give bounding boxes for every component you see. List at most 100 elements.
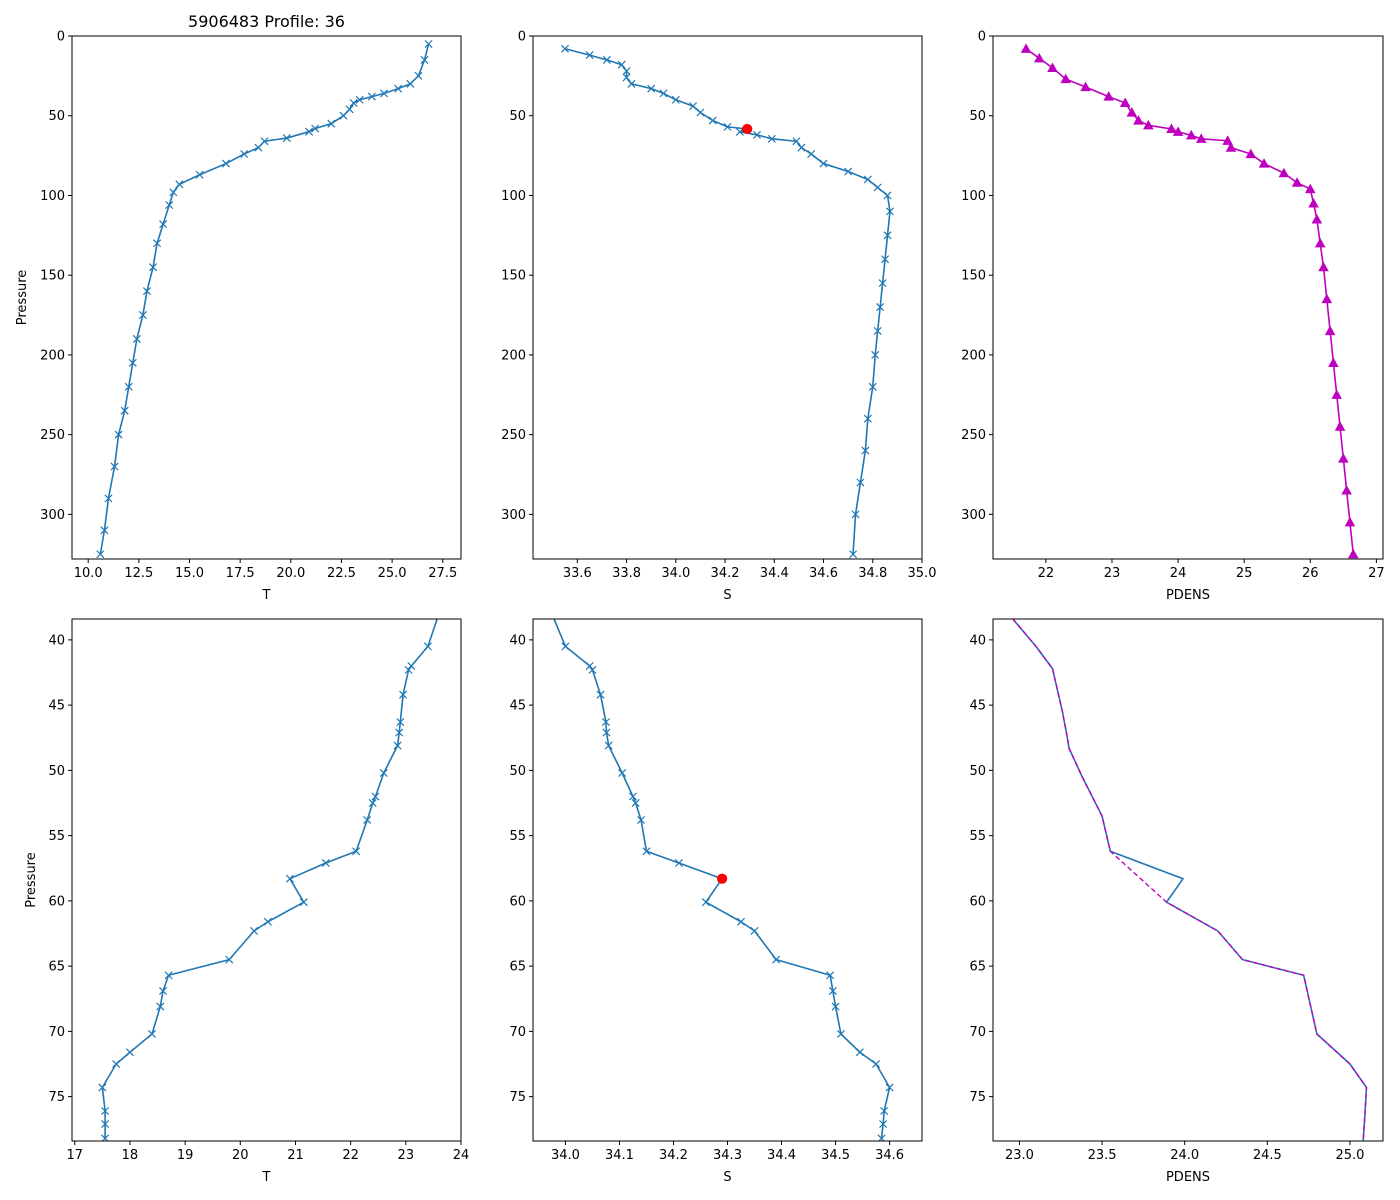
bottom-temperature-series-t-point-9 [371,792,380,801]
top-salinity-series-s-point-11 [696,108,705,117]
bottom-temperature-panel: 17 18 19 20 21 22 23 24 40 45 50 55 60 65 70 75 T Pressur… [24,618,469,1185]
top-salinity-series-s-point-5 [622,73,631,82]
bottom-temperature-series-t-point-20 [159,986,168,995]
bottom-salinity-xtick-label-0: 34.0 [551,1148,580,1163]
top-temperature-series-t-point-22 [165,200,174,210]
bottom-temperature-series-t-point-7 [393,741,402,750]
top-density-series-pdens-point-4 [1080,81,1091,92]
top-temperature-ytick-label-0: 0 [57,30,65,45]
bottom-temperature-xtick-label-6: 23 [398,1148,415,1163]
bottom-temperature-ytick-label-7: 75 [48,1090,65,1105]
top-salinity-ytick-label-3: 150 [501,269,526,284]
bottom-density-xtick-label-0: 23.0 [1005,1148,1034,1163]
top-temperature-series-t-point-16 [254,143,263,152]
bottom-temperature-xtick-label-4: 21 [287,1148,304,1163]
top-salinity-series-s-point-29 [878,279,887,288]
bottom-salinity-xtick-label-5: 34.5 [821,1148,850,1163]
bottom-temperature-series-t-point-6 [395,728,404,737]
bottom-salinity-frame [532,618,923,1142]
top-salinity-series-s-point-30 [876,303,885,312]
top-density-series-pdens-point-19 [1291,177,1303,187]
bottom-temperature-series-t-point-15 [299,898,308,907]
top-density-series-pdens-point-28 [1331,389,1343,399]
bottom-salinity-xtick-label-3: 34.3 [713,1148,742,1163]
top-temperature-series-t-point-12 [311,124,320,133]
top-density-series-pdens-point-31 [1341,485,1352,495]
bottom-temperature-series-t-point-27 [101,1120,110,1129]
bottom-salinity-series-s-point-2 [585,661,594,671]
top-density-series-pdens-point-24 [1318,261,1329,272]
top-temperature-data [96,39,433,559]
bottom-density-ytick-label-1: 45 [969,699,986,714]
top-temperature-series-t-point-10 [339,111,348,120]
top-temperature-series-t-point-0 [424,39,433,48]
top-density-series-pdens-point-3 [1060,73,1071,84]
bottom-temperature-xtick-label-1: 18 [122,1148,139,1163]
top-density-series-pdens-point-15 [1225,142,1237,152]
top-salinity-series-s-point-12 [708,116,717,125]
top-salinity-ytick-label-0: 0 [518,30,526,45]
top-temperature-series-t-point-7 [355,95,364,104]
bottom-temperature-series-t-point-5 [396,718,405,727]
bottom-temperature-ytick-label-0: 40 [48,633,65,648]
top-temperature-series-t-point-9 [345,105,354,114]
bottom-temperature-xlabel: T [262,1170,271,1185]
bottom-temperature-series-t-point-13 [321,859,330,868]
top-salinity-xtick-label-4: 34.4 [760,566,789,581]
bottom-salinity-ytick-label-2: 50 [509,764,526,779]
top-temperature-series-t-point-18 [221,159,231,168]
top-density-series-pdens-point-2 [1047,62,1058,72]
bottom-temperature-xtick-label-5: 22 [342,1148,359,1163]
top-density-series-pdens-point-26 [1324,325,1336,336]
bottom-salinity-ytick-label-6: 70 [509,1025,526,1040]
top-salinity-xtick-label-1: 33.8 [612,566,641,581]
bottom-density-xtick-label-2: 24.0 [1170,1148,1199,1163]
bottom-salinity-series-s-point-6 [602,728,611,737]
top-density-ytick-label-1: 50 [969,109,986,124]
bottom-salinity-ytick-label-4: 60 [509,894,526,909]
bottom-density-ytick-label-7: 75 [969,1090,986,1105]
top-temperature-xtick-label-4: 20.0 [276,566,305,581]
top-temperature-ytick-label-5: 250 [40,428,65,443]
top-salinity-series-s-point-36 [856,478,865,487]
bottom-temperature-series-t-point-12 [352,847,361,856]
top-temperature-title: 5906483 Profile: 36 [188,12,345,31]
top-density-series-pdens-point-22 [1311,213,1323,224]
top-salinity-xtick-label-7: 35.0 [908,566,937,581]
top-density-series-pdens-point-13 [1195,133,1207,143]
top-temperature-series-t-point-3 [406,79,415,88]
top-density-ytick-label-0: 0 [978,30,986,45]
top-density-series-pdens-point-29 [1334,421,1346,431]
top-salinity-series-s-point-28 [881,255,890,264]
top-salinity-series-s-point-13 [723,122,732,131]
bottom-salinity-series-s-point-17 [750,926,759,935]
bottom-salinity-series-s-point-9 [628,792,637,801]
bottom-salinity-xtick-label-6: 34.6 [875,1148,904,1163]
bottom-salinity-series-s-point-26 [880,1106,889,1116]
top-temperature-series-t-point-29 [128,358,137,367]
top-salinity-series-s-point-24 [873,183,882,192]
bottom-temperature-series-t-point-11 [363,815,372,824]
bottom-salinity-series-s-point-21 [831,1002,840,1011]
top-density-xtick-label-3: 25 [1236,566,1253,581]
bottom-temperature-ylabel: Pressure [24,852,39,908]
top-salinity-series-s-point-35 [861,446,870,455]
top-temperature-series-t-point-30 [124,382,133,391]
bottom-salinity-series-s-point-19 [826,971,835,980]
top-salinity-series-s-point-38 [849,550,858,559]
top-density-series-pdens-point-16 [1245,148,1257,159]
top-salinity-series-s-point-0 [560,44,570,53]
top-temperature-series-t-point-23 [159,220,168,229]
bottom-density-xtick-label-1: 23.5 [1088,1148,1117,1163]
top-temperature-xtick-label-6: 25.0 [378,566,407,581]
top-salinity-series-s-point-1 [585,51,594,60]
bottom-salinity-series-s-point-5 [601,718,610,727]
top-salinity-series-s-point-20 [807,149,816,159]
bottom-salinity-series-s-point-15 [701,898,710,907]
top-salinity-series-s-point-10 [689,102,698,111]
bottom-salinity-ytick-label-5: 65 [509,960,526,975]
top-salinity-ytick-label-4: 200 [501,348,526,363]
top-density-ytick-label-6: 300 [961,508,986,523]
top-temperature-ytick-label-4: 200 [40,348,65,363]
